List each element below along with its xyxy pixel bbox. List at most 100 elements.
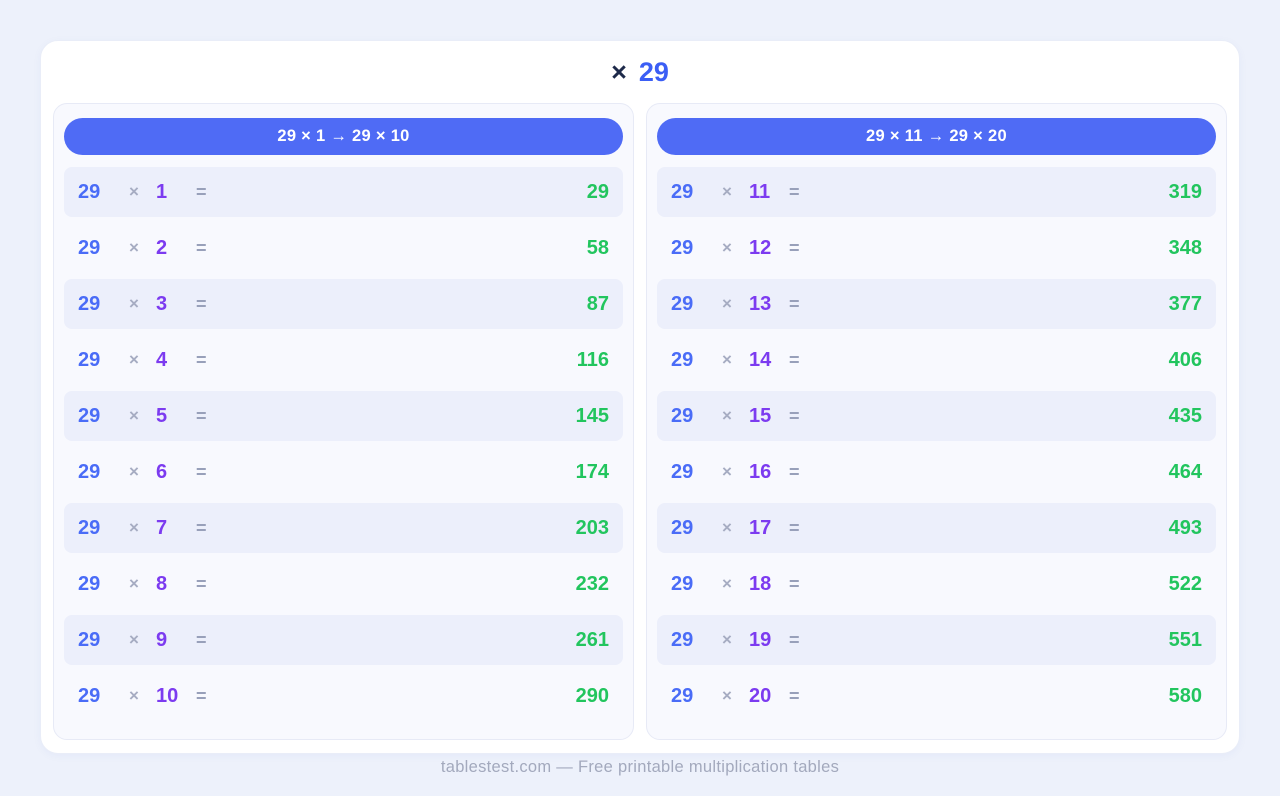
operand-value: 29 [671,628,694,651]
table-row: 29 × 9 = 261 [64,615,623,665]
panel-right: 29 × 11 → 29 × 20 29 × 11 = 319 29 × 12 … [646,103,1227,740]
times-operator: × [129,294,139,313]
multiplier-value: 11 [749,180,771,203]
equals-sign: = [196,237,207,258]
panel-left-header: 29 × 1 → 29 × 10 [64,118,623,155]
result-value: 29 [586,180,609,203]
result-value: 145 [575,404,609,427]
times-operator: × [722,462,732,481]
table-row: 29 × 7 = 203 [64,503,623,553]
multiplier-value: 8 [156,572,168,595]
multiplier-value: 9 [156,628,168,651]
equals-sign: = [196,573,207,594]
equals-sign: = [789,461,800,482]
multiplier-value: 13 [749,292,772,315]
result-value: 464 [1168,460,1202,483]
multiply-symbol: × [611,56,627,87]
result-value: 493 [1168,516,1202,539]
table-row: 29 × 17 = 493 [657,503,1216,553]
equals-sign: = [196,685,207,706]
operand-value: 29 [78,684,101,707]
operand-value: 29 [78,292,101,315]
page-title: × 29 [41,41,1239,103]
times-operator: × [722,686,732,705]
result-value: 319 [1168,180,1202,203]
operand-value: 29 [671,460,694,483]
table-row: 29 × 3 = 87 [64,279,623,329]
equals-sign: = [789,573,800,594]
equals-sign: = [196,405,207,426]
operand-value: 29 [78,516,101,539]
multiplier-value: 19 [749,628,772,651]
table-row: 29 × 12 = 348 [657,223,1216,273]
equals-sign: = [196,293,207,314]
table-row: 29 × 11 = 319 [657,167,1216,217]
operand-value: 29 [78,348,101,371]
times-operator: × [722,182,732,201]
panel-left-rows: 29 × 1 = 29 29 × 2 = 58 29 × 3 = 87 29 ×… [64,167,623,721]
multiplier-value: 4 [156,348,168,371]
table-row: 29 × 18 = 522 [657,559,1216,609]
table-row: 29 × 10 = 290 [64,671,623,721]
operand-value: 29 [78,236,101,259]
multiplier-value: 7 [156,516,168,539]
panels-container: 29 × 1 → 29 × 10 29 × 1 = 29 29 × 2 = 58… [41,103,1239,740]
table-row: 29 × 16 = 464 [657,447,1216,497]
times-operator: × [129,350,139,369]
operand-value: 29 [671,180,694,203]
result-value: 232 [575,572,609,595]
table-row: 29 × 14 = 406 [657,335,1216,385]
multiplier-value: 14 [749,348,772,371]
result-value: 290 [575,684,609,707]
multiplier-value: 16 [749,460,772,483]
table-row: 29 × 8 = 232 [64,559,623,609]
operand-value: 29 [671,404,694,427]
equals-sign: = [196,517,207,538]
site-footer: tablestest.com — Free printable multipli… [440,758,840,776]
equals-sign: = [789,181,800,202]
result-value: 174 [575,460,609,483]
operand-value: 29 [78,572,101,595]
table-row: 29 × 2 = 58 [64,223,623,273]
operand-value: 29 [671,236,694,259]
times-operator: × [722,630,732,649]
times-operator: × [129,238,139,257]
equals-sign: = [789,405,800,426]
equals-sign: = [196,349,207,370]
operand-value: 29 [671,516,694,539]
times-operator: × [129,686,139,705]
equals-sign: = [196,181,207,202]
result-value: 58 [586,236,609,259]
multiplier-value: 18 [749,572,772,595]
multiplier-value: 5 [156,404,168,427]
operand-value: 29 [78,460,101,483]
table-row: 29 × 19 = 551 [657,615,1216,665]
table-row: 29 × 6 = 174 [64,447,623,497]
table-row: 29 × 5 = 145 [64,391,623,441]
multiplication-table-card: × 29 29 × 1 → 29 × 10 29 × 1 = 29 29 × 2… [40,40,1240,754]
times-operator: × [129,518,139,537]
equals-sign: = [789,237,800,258]
equals-sign: = [196,629,207,650]
equals-sign: = [789,629,800,650]
result-value: 522 [1168,572,1202,595]
times-operator: × [722,238,732,257]
multiplier-value: 3 [156,292,168,315]
result-value: 87 [586,292,609,315]
multiplier-value: 17 [749,516,772,539]
times-operator: × [722,406,732,425]
times-operator: × [129,462,139,481]
multiplier-value: 10 [156,684,179,707]
times-operator: × [129,406,139,425]
times-operator: × [722,294,732,313]
panel-left: 29 × 1 → 29 × 10 29 × 1 = 29 29 × 2 = 58… [53,103,634,740]
times-operator: × [129,630,139,649]
operand-value: 29 [671,348,694,371]
operand-value: 29 [671,572,694,595]
multiplier-value: 12 [749,236,772,259]
operand-value: 29 [78,180,101,203]
multiplier-value: 20 [749,684,772,707]
result-value: 406 [1168,348,1202,371]
result-value: 551 [1168,628,1202,651]
table-row: 29 × 1 = 29 [64,167,623,217]
